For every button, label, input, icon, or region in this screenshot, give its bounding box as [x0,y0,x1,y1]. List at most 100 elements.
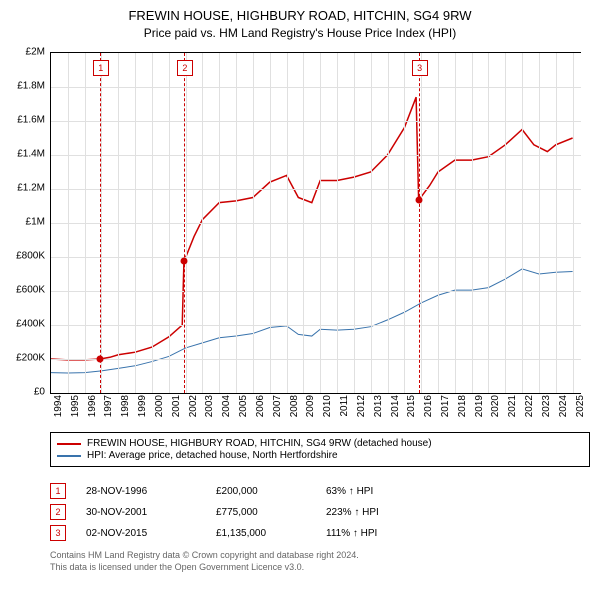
event-price: £775,000 [216,507,326,518]
grid-line-v [404,53,405,393]
x-tick-label: 2011 [339,395,350,417]
y-tick-label: £1M [5,217,45,228]
x-tick-label: 2008 [289,395,300,417]
x-tick-label: 2002 [188,395,199,417]
grid-line-v [337,53,338,393]
grid-line-v [371,53,372,393]
marker-point-2 [180,258,187,265]
event-date: 28-NOV-1996 [86,486,216,497]
legend-swatch [57,455,81,457]
event-pct: 223% ↑ HPI [326,507,446,518]
marker-line-2 [184,53,185,393]
grid-line-v [118,53,119,393]
x-tick-label: 2015 [406,395,417,417]
grid-line-h [51,87,581,88]
y-tick-label: £600K [5,285,45,296]
footer-attribution: Contains HM Land Registry data © Crown c… [50,550,580,573]
marker-box-1: 1 [93,60,109,76]
x-tick-label: 2010 [322,395,333,417]
x-tick-label: 1997 [103,395,114,417]
x-tick-label: 1995 [70,395,81,417]
event-pct: 63% ↑ HPI [326,486,446,497]
event-row: 302-NOV-2015£1,135,000111% ↑ HPI [50,525,580,541]
grid-line-v [539,53,540,393]
event-row: 128-NOV-1996£200,00063% ↑ HPI [50,483,580,499]
grid-line-v [303,53,304,393]
grid-line-v [522,53,523,393]
chart-container: FREWIN HOUSE, HIGHBURY ROAD, HITCHIN, SG… [0,0,600,590]
x-tick-label: 2013 [373,395,384,417]
event-date: 30-NOV-2001 [86,507,216,518]
y-tick-label: £200K [5,353,45,364]
grid-line-v [287,53,288,393]
x-tick-label: 2025 [575,395,586,417]
x-tick-label: 2006 [255,395,266,417]
y-tick-label: £800K [5,251,45,262]
marker-line-1 [100,53,101,393]
grid-line-v [354,53,355,393]
event-number-box: 2 [50,504,66,520]
grid-line-v [68,53,69,393]
x-tick-label: 2023 [541,395,552,417]
y-tick-label: £1.2M [5,183,45,194]
x-tick-label: 1998 [120,395,131,417]
grid-line-v [573,53,574,393]
y-tick-label: £1.6M [5,115,45,126]
y-tick-label: £2M [5,47,45,58]
grid-line-h [51,121,581,122]
event-price: £1,135,000 [216,528,326,539]
series-line-hpi [51,269,573,373]
grid-line-v [320,53,321,393]
x-tick-label: 2018 [457,395,468,417]
y-tick-label: £400K [5,319,45,330]
grid-line-v [556,53,557,393]
grid-line-v [270,53,271,393]
marker-box-3: 3 [412,60,428,76]
grid-line-h [51,291,581,292]
x-tick-label: 2024 [558,395,569,417]
event-pct: 111% ↑ HPI [326,528,446,539]
grid-line-h [51,223,581,224]
x-tick-label: 2017 [440,395,451,417]
grid-line-h [51,325,581,326]
x-tick-label: 2022 [524,395,535,417]
legend-label: FREWIN HOUSE, HIGHBURY ROAD, HITCHIN, SG… [87,438,432,449]
marker-line-3 [419,53,420,393]
x-tick-label: 2020 [490,395,501,417]
grid-line-v [135,53,136,393]
grid-line-v [169,53,170,393]
legend-item: HPI: Average price, detached house, Nort… [57,450,583,461]
x-tick-label: 2005 [238,395,249,417]
chart-title-1: FREWIN HOUSE, HIGHBURY ROAD, HITCHIN, SG… [0,8,600,23]
grid-line-v [186,53,187,393]
x-tick-label: 1999 [137,395,148,417]
grid-line-v [488,53,489,393]
x-tick-label: 1994 [53,395,64,417]
grid-line-h [51,257,581,258]
x-tick-label: 2009 [305,395,316,417]
x-tick-label: 2007 [272,395,283,417]
grid-line-v [202,53,203,393]
marker-box-2: 2 [177,60,193,76]
grid-line-v [438,53,439,393]
series-line-price_paid [51,97,573,360]
grid-line-v [421,53,422,393]
grid-line-v [85,53,86,393]
x-tick-label: 2021 [507,395,518,417]
events-block: 128-NOV-1996£200,00063% ↑ HPI 2 30-NOV-200… [50,478,580,546]
x-tick-label: 2000 [154,395,165,417]
plot-area: 1 2 3 [50,52,581,394]
legend-label: HPI: Average price, detached house, Nort… [87,450,338,461]
grid-line-v [505,53,506,393]
footer-line-2: This data is licensed under the Open Gov… [50,562,580,574]
grid-line-v [455,53,456,393]
y-tick-label: £1.8M [5,81,45,92]
x-tick-label: 1996 [87,395,98,417]
marker-point-1 [96,356,103,363]
grid-line-h [51,189,581,190]
legend-swatch [57,443,81,445]
chart-title-2: Price paid vs. HM Land Registry's House … [0,26,600,40]
event-date: 02-NOV-2015 [86,528,216,539]
event-row: 2 30-NOV-2001£775,000223% ↑ HPI [50,504,580,520]
grid-line-h [51,155,581,156]
